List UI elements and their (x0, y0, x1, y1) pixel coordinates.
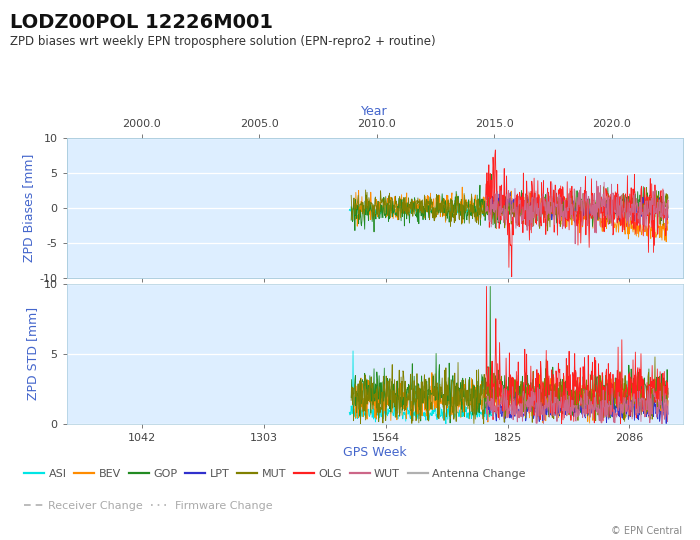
X-axis label: GPS Week: GPS Week (343, 446, 406, 458)
Y-axis label: ZPD Biases [mm]: ZPD Biases [mm] (22, 154, 35, 262)
Text: ZPD biases wrt weekly EPN troposphere solution (EPN-repro2 + routine): ZPD biases wrt weekly EPN troposphere so… (10, 35, 436, 48)
Text: © EPN Central: © EPN Central (611, 525, 682, 536)
Text: LODZ00POL 12226M001: LODZ00POL 12226M001 (10, 14, 274, 32)
Y-axis label: ZPD STD [mm]: ZPD STD [mm] (27, 307, 39, 400)
Legend: Receiver Change, Firmware Change: Receiver Change, Firmware Change (20, 497, 277, 516)
Legend: ASI, BEV, GOP, LPT, MUT, OLG, WUT, Antenna Change: ASI, BEV, GOP, LPT, MUT, OLG, WUT, Anten… (20, 464, 530, 483)
X-axis label: Year: Year (361, 105, 388, 118)
